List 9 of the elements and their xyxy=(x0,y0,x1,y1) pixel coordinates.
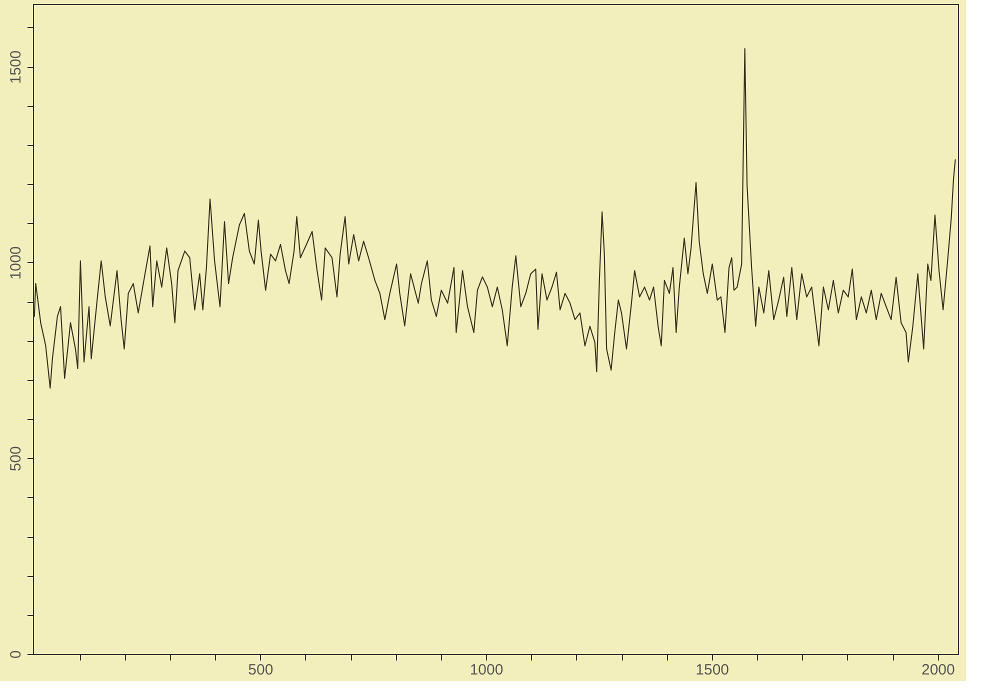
y-tick-label: 0 xyxy=(8,650,24,659)
y-tick-label: 1500 xyxy=(8,50,24,84)
y-tick-label: 500 xyxy=(8,446,24,472)
line-series xyxy=(34,48,956,389)
x-tick-label: 500 xyxy=(248,662,274,678)
x-tick-label: 1500 xyxy=(696,662,730,678)
x-tick-label: 2000 xyxy=(921,662,955,678)
y-tick-label: 1000 xyxy=(8,246,24,280)
x-tick-label: 1000 xyxy=(470,662,504,678)
